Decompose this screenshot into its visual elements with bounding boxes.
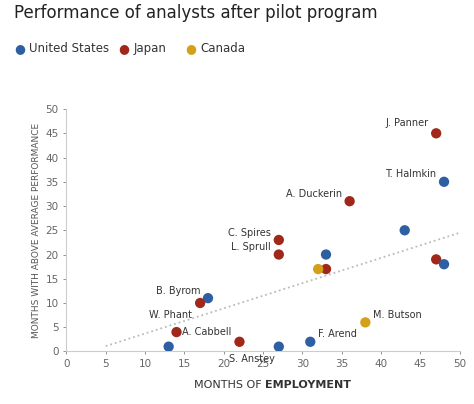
- Text: T. Halmkin: T. Halmkin: [385, 169, 436, 179]
- Text: F. Arend: F. Arend: [318, 329, 357, 339]
- Text: Performance of analysts after pilot program: Performance of analysts after pilot prog…: [14, 4, 378, 22]
- Point: [236, 339, 243, 345]
- Point: [173, 329, 180, 335]
- Point: [275, 343, 283, 350]
- Point: [440, 261, 448, 267]
- Point: [432, 256, 440, 263]
- Point: [275, 237, 283, 243]
- Text: B. Byrom: B. Byrom: [155, 286, 200, 296]
- Text: ●: ●: [118, 42, 129, 55]
- Text: J. Panner: J. Panner: [385, 118, 428, 128]
- Text: EMPLOYMENT: EMPLOYMENT: [265, 380, 351, 390]
- Point: [401, 227, 409, 234]
- Text: L. Sprull: L. Sprull: [231, 242, 271, 252]
- Point: [204, 295, 212, 301]
- Text: Japan: Japan: [134, 42, 166, 55]
- Text: ●: ●: [14, 42, 25, 55]
- Text: A. Duckerin: A. Duckerin: [286, 189, 342, 199]
- Point: [362, 319, 369, 326]
- Point: [307, 339, 314, 345]
- Text: United States: United States: [29, 42, 109, 55]
- Text: A. Cabbell: A. Cabbell: [182, 327, 232, 337]
- Point: [314, 266, 322, 272]
- Text: S. Anstey: S. Anstey: [229, 354, 275, 364]
- Point: [275, 251, 283, 258]
- Point: [440, 179, 448, 185]
- Text: W. Phant: W. Phant: [149, 310, 192, 320]
- Point: [322, 251, 330, 258]
- Point: [346, 198, 354, 204]
- Text: C. Spires: C. Spires: [228, 227, 271, 238]
- Text: M. Butson: M. Butson: [373, 310, 422, 320]
- Text: Canada: Canada: [200, 42, 245, 55]
- Point: [165, 343, 173, 350]
- Point: [322, 266, 330, 272]
- Text: ●: ●: [185, 42, 196, 55]
- Text: MONTHS OF: MONTHS OF: [194, 380, 265, 390]
- Y-axis label: MONTHS WITH ABOVE AVERAGE PERFORMANCE: MONTHS WITH ABOVE AVERAGE PERFORMANCE: [32, 123, 41, 338]
- Point: [432, 130, 440, 137]
- Point: [196, 300, 204, 306]
